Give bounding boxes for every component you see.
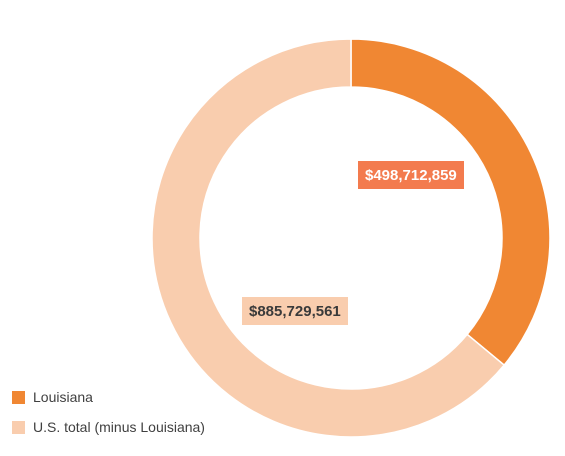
donut-slice-louisiana	[350, 38, 551, 367]
legend-label-us-total: U.S. total (minus Louisiana)	[33, 419, 205, 435]
legend-swatch-louisiana	[12, 390, 25, 404]
legend: Louisiana U.S. total (minus Louisiana)	[12, 386, 205, 446]
donut-slice-us-total	[151, 38, 506, 438]
legend-swatch-us-total	[12, 420, 25, 434]
legend-item-louisiana: Louisiana	[12, 386, 205, 408]
data-label-us-total: $885,729,561	[242, 297, 348, 325]
legend-item-us-total: U.S. total (minus Louisiana)	[12, 416, 205, 438]
legend-label-louisiana: Louisiana	[33, 389, 93, 405]
data-label-louisiana: $498,712,859	[358, 161, 464, 189]
